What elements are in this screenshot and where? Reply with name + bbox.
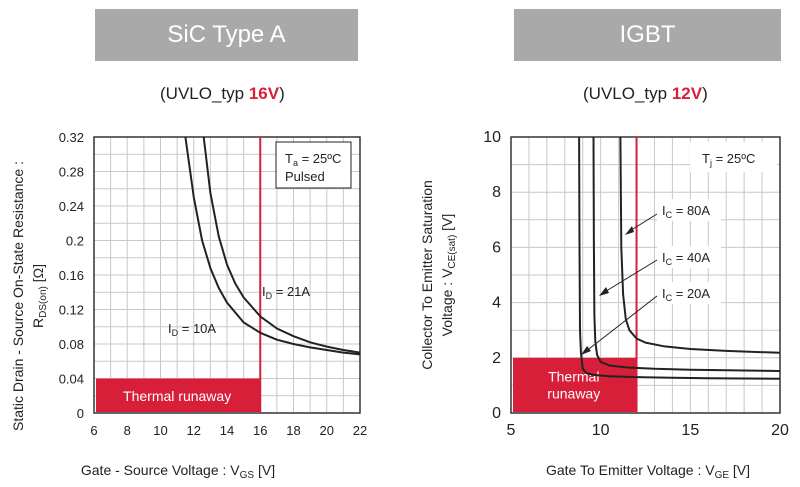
igbt-label-40a-bg	[657, 246, 721, 268]
igbt-y-axis-label-line2: Voltage : VCE(sat) [V]	[439, 214, 458, 337]
igbt-x-axis-label: Gate To Emitter Voltage : VGE [V]	[546, 462, 750, 481]
igbt-plot-frame	[510, 136, 781, 414]
igbt-y-axis-label-line1: Collector To Emitter Saturation	[419, 180, 435, 370]
igbt-header-label: IGBT	[619, 21, 676, 48]
igbt-series-0-line	[578, 136, 781, 380]
igbt-y-tick-label: 0	[492, 405, 501, 422]
igbt-legend-box: Tj = 25ºC	[690, 142, 777, 172]
igbt-x-tick-label: 10	[592, 422, 610, 439]
igbt-series-1-line	[592, 136, 781, 372]
sic-legend-box: Ta = 25ºC Pulsed	[275, 141, 352, 189]
sic-y-axis-label-line2: RDS(on) [Ω]	[30, 264, 49, 328]
sic-x-tick-label: 18	[286, 423, 300, 438]
igbt-uvlo-prefix: (UVLO_typ	[583, 84, 672, 103]
sic-region-label: Thermal runaway	[123, 388, 231, 404]
igbt-series-label-80a: IC = 80A	[625, 199, 721, 235]
igbt-label-80a-text: IC = 80A	[662, 203, 710, 220]
sic-legend-temp: Ta = 25ºC	[285, 151, 341, 168]
igbt-curves	[578, 136, 781, 380]
sic-x-tick-label: 10	[153, 423, 167, 438]
sic-y-axis-label-line1: Static Drain - Source On-State Resistanc…	[10, 161, 26, 431]
sic-x-tick-label: 22	[353, 423, 367, 438]
sic-header-label: SiC Type A	[167, 21, 286, 48]
sic-y-tick-label: 0.24	[59, 199, 84, 214]
igbt-tick-labels: 5 10 15 20 0 2 4 6 8 10	[483, 129, 789, 439]
igbt-label-20a-leader	[584, 295, 658, 353]
igbt-label-20a-bg	[657, 282, 721, 304]
sic-y-tick-label: 0.12	[59, 303, 84, 318]
igbt-series-label-20a: IC = 20A	[581, 282, 721, 355]
sic-y-tick-label: 0.28	[59, 165, 84, 180]
sic-x-tick-label: 16	[253, 423, 267, 438]
igbt-label-80a-bg	[657, 199, 721, 221]
sic-x-tick-label: 20	[320, 423, 334, 438]
igbt-y-tick-label: 2	[492, 350, 501, 367]
igbt-y-tick-label: 4	[492, 295, 501, 312]
sic-chart: Thermal runaway 6 8 10 12 14 16 18 20 22 0 0.04 0.0…	[10, 130, 367, 481]
sic-thermal-runaway-region: Thermal runaway	[96, 137, 262, 413]
sic-uvlo-label: (UVLO_typ 16V)	[160, 84, 285, 104]
sic-uvlo-value: 16V	[248, 84, 280, 103]
sic-uvlo-suffix: )	[279, 84, 285, 103]
sic-x-tick-label: 12	[187, 423, 201, 438]
igbt-x-tick-label: 20	[771, 422, 789, 439]
igbt-label-80a-arrow	[625, 226, 634, 235]
igbt-y-tick-label: 8	[492, 184, 501, 201]
igbt-series-2-line	[619, 136, 781, 354]
igbt-uvlo-label: (UVLO_typ 12V)	[583, 84, 708, 104]
sic-x-tick-label: 14	[220, 423, 234, 438]
igbt-x-tick-label: 5	[507, 422, 516, 439]
sic-type-a-header: SiC Type A	[95, 9, 358, 61]
igbt-label-40a-text: IC = 40A	[662, 250, 710, 267]
igbt-legend-temp: Tj = 25ºC	[702, 151, 755, 168]
sic-y-tick-label: 0.16	[59, 268, 84, 283]
sic-y-tick-label: 0	[77, 406, 84, 421]
igbt-label-20a-text: IC = 20A	[662, 286, 710, 303]
sic-y-tick-label: 0.04	[59, 372, 84, 387]
igbt-region-label-line2: runaway	[547, 385, 600, 401]
sic-series-0-line	[184, 136, 361, 356]
igbt-y-tick-label: 6	[492, 239, 501, 256]
sic-y-tick-label: 0.2	[66, 234, 84, 249]
sic-series-1-line	[202, 136, 361, 354]
igbt-uvlo-value: 12V	[671, 84, 703, 103]
igbt-header: IGBT	[514, 9, 781, 61]
sic-legend-pulsed: Pulsed	[285, 169, 325, 184]
sic-legend-frame	[275, 141, 352, 189]
sic-x-tick-label: 8	[124, 423, 131, 438]
sic-x-axis-label: Gate - Source Voltage : VGS [V]	[81, 462, 275, 481]
sic-x-tick-label: 6	[90, 423, 97, 438]
sic-y-tick-label: 0.08	[59, 337, 84, 352]
sic-curves	[184, 136, 361, 356]
sic-y-tick-label: 0.32	[59, 130, 84, 145]
sic-series-label-10a: ID = 10A	[168, 321, 216, 338]
sic-uvlo-prefix: (UVLO_typ	[160, 84, 249, 103]
igbt-label-40a-leader	[602, 259, 658, 294]
sic-tick-labels: 6 8 10 12 14 16 18 20 22 0 0.04 0.08 0.12 0.16 0.2 0.24…	[59, 130, 368, 438]
sic-series-label-21a: ID = 21A	[262, 284, 310, 301]
igbt-uvlo-suffix: )	[702, 84, 708, 103]
igbt-x-tick-label: 15	[681, 422, 699, 439]
igbt-series-label-40a: IC = 40A	[599, 246, 721, 296]
igbt-region-label-line1: Thermal	[548, 368, 599, 384]
igbt-legend-frame	[690, 142, 777, 172]
sic-region-fill	[96, 378, 261, 412]
igbt-label-40a-arrow	[599, 287, 609, 296]
sic-plot-frame	[93, 136, 361, 414]
igbt-y-tick-label: 10	[483, 129, 501, 146]
igbt-label-20a-arrow	[581, 346, 591, 355]
